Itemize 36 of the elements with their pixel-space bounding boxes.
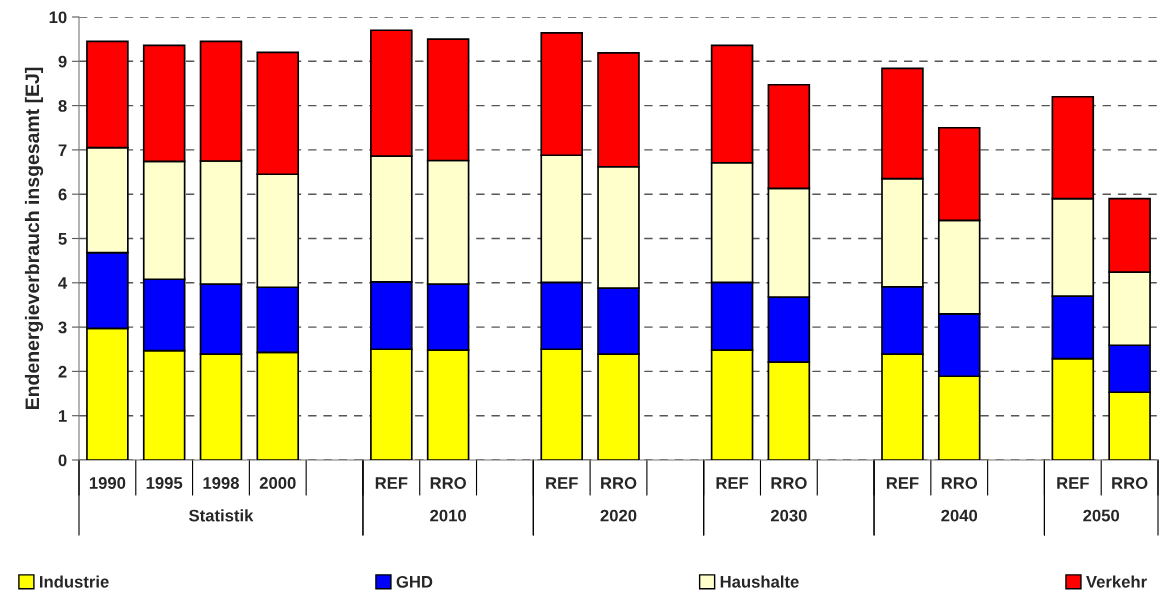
y-tick-label: 8 [58, 100, 67, 112]
y-tick-label: 6 [58, 188, 67, 201]
x-tick-label: 1990 [89, 477, 126, 489]
x-tick-label: RRO [430, 477, 466, 489]
legend-label: Haushalte [720, 575, 799, 588]
x-tick-label: 1998 [203, 477, 239, 489]
y-tick-label: 10 [49, 11, 67, 24]
x-tick-label: REF [1057, 477, 1089, 489]
y-tick-label: 1 [58, 410, 67, 422]
x-tick-label: REF [886, 477, 919, 489]
x-tick-label: RRO [601, 477, 637, 489]
x-tick-label: REF [546, 477, 578, 489]
y-tick-label: 5 [58, 233, 67, 245]
y-axis-title: Endenergieverbrauch insgesamt [EJ] [24, 67, 44, 409]
x-tick-label: REF [375, 477, 408, 489]
y-tick-label: 9 [58, 55, 67, 68]
text: 2040 [941, 509, 978, 522]
legend-label: GHD [396, 575, 433, 588]
text: 2050 [1083, 509, 1120, 522]
x-tick-label: RRO [771, 477, 807, 489]
x-tick-label: 2000 [259, 477, 296, 489]
y-tick-label: 0 [58, 454, 67, 467]
text: 2020 [600, 509, 637, 522]
y-tick-label: 2 [58, 365, 67, 378]
text: 2010 [430, 509, 466, 522]
legend-label: Industrie [40, 575, 109, 588]
x-tick-label: 1995 [146, 477, 183, 489]
x-tick-label: RRO [1112, 477, 1148, 489]
x-tick-label: RRO [941, 477, 978, 489]
y-tick-label: 3 [58, 321, 67, 334]
legend-label: Verkehr [1086, 575, 1147, 588]
text: Statistik [189, 509, 254, 522]
text: 2030 [770, 509, 807, 522]
y-tick-label: 7 [58, 144, 67, 156]
y-tick-label: 4 [58, 277, 68, 289]
x-tick-label: REF [716, 477, 749, 489]
